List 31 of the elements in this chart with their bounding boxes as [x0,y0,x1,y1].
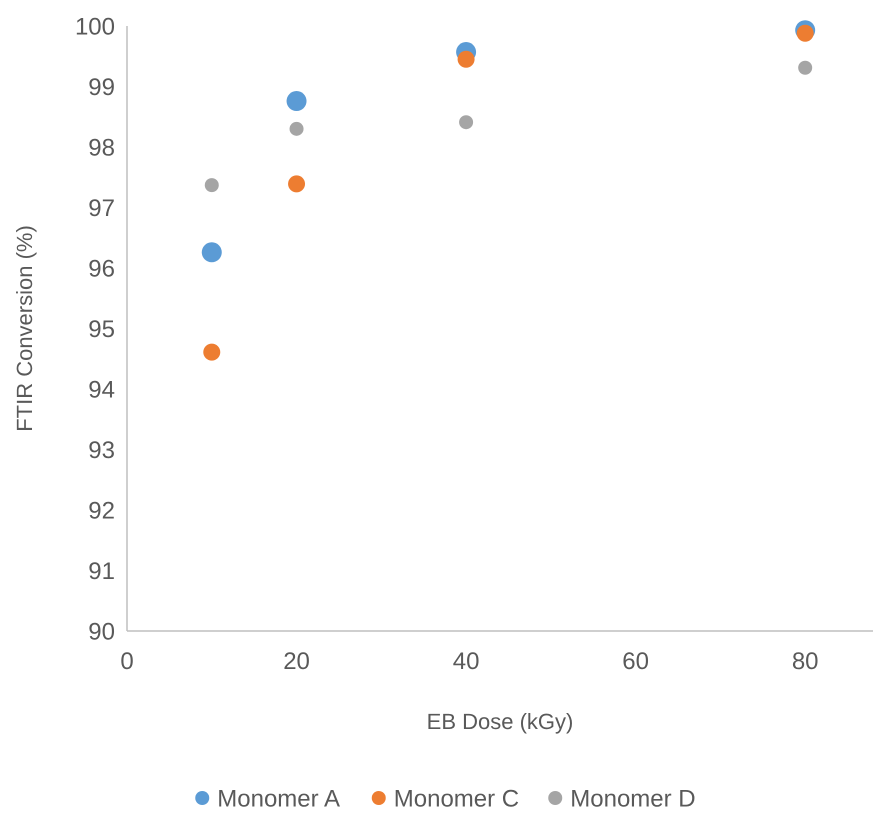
x-tick-label: 0 [120,648,134,675]
point [458,50,475,68]
x-tick-label: 40 [452,648,480,675]
point [204,178,219,192]
point [290,122,304,136]
legend-label: Monomer C [394,785,520,812]
x-tick-label: 20 [283,648,310,675]
point [288,175,306,192]
y-tick-label: 98 [88,134,115,162]
point [203,344,220,361]
y-axis-title: FTIR Conversion (%) [12,225,37,432]
y-tick-label: 91 [88,558,115,585]
y-tick-label: 93 [88,436,115,464]
y-tick-label: 97 [88,194,115,222]
y-tick-label: 95 [88,316,115,343]
y-tick-label: 96 [88,255,115,282]
point [202,242,222,262]
y-tick-label: 90 [88,618,115,646]
legend-label: Monomer D [570,785,696,812]
y-tick-label: 100 [74,13,115,40]
point [796,24,814,42]
x-axis-title: EB Dose (kGy) [426,709,574,734]
x-tick-label: 60 [622,648,649,675]
point [459,115,474,130]
legend-label: Monomer A [217,785,340,812]
y-tick-label: 92 [88,497,115,524]
y-tick-label: 99 [88,74,115,101]
point [286,91,307,112]
x-tick-label: 80 [792,648,819,675]
point [798,60,812,75]
y-tick-label: 94 [88,376,115,404]
